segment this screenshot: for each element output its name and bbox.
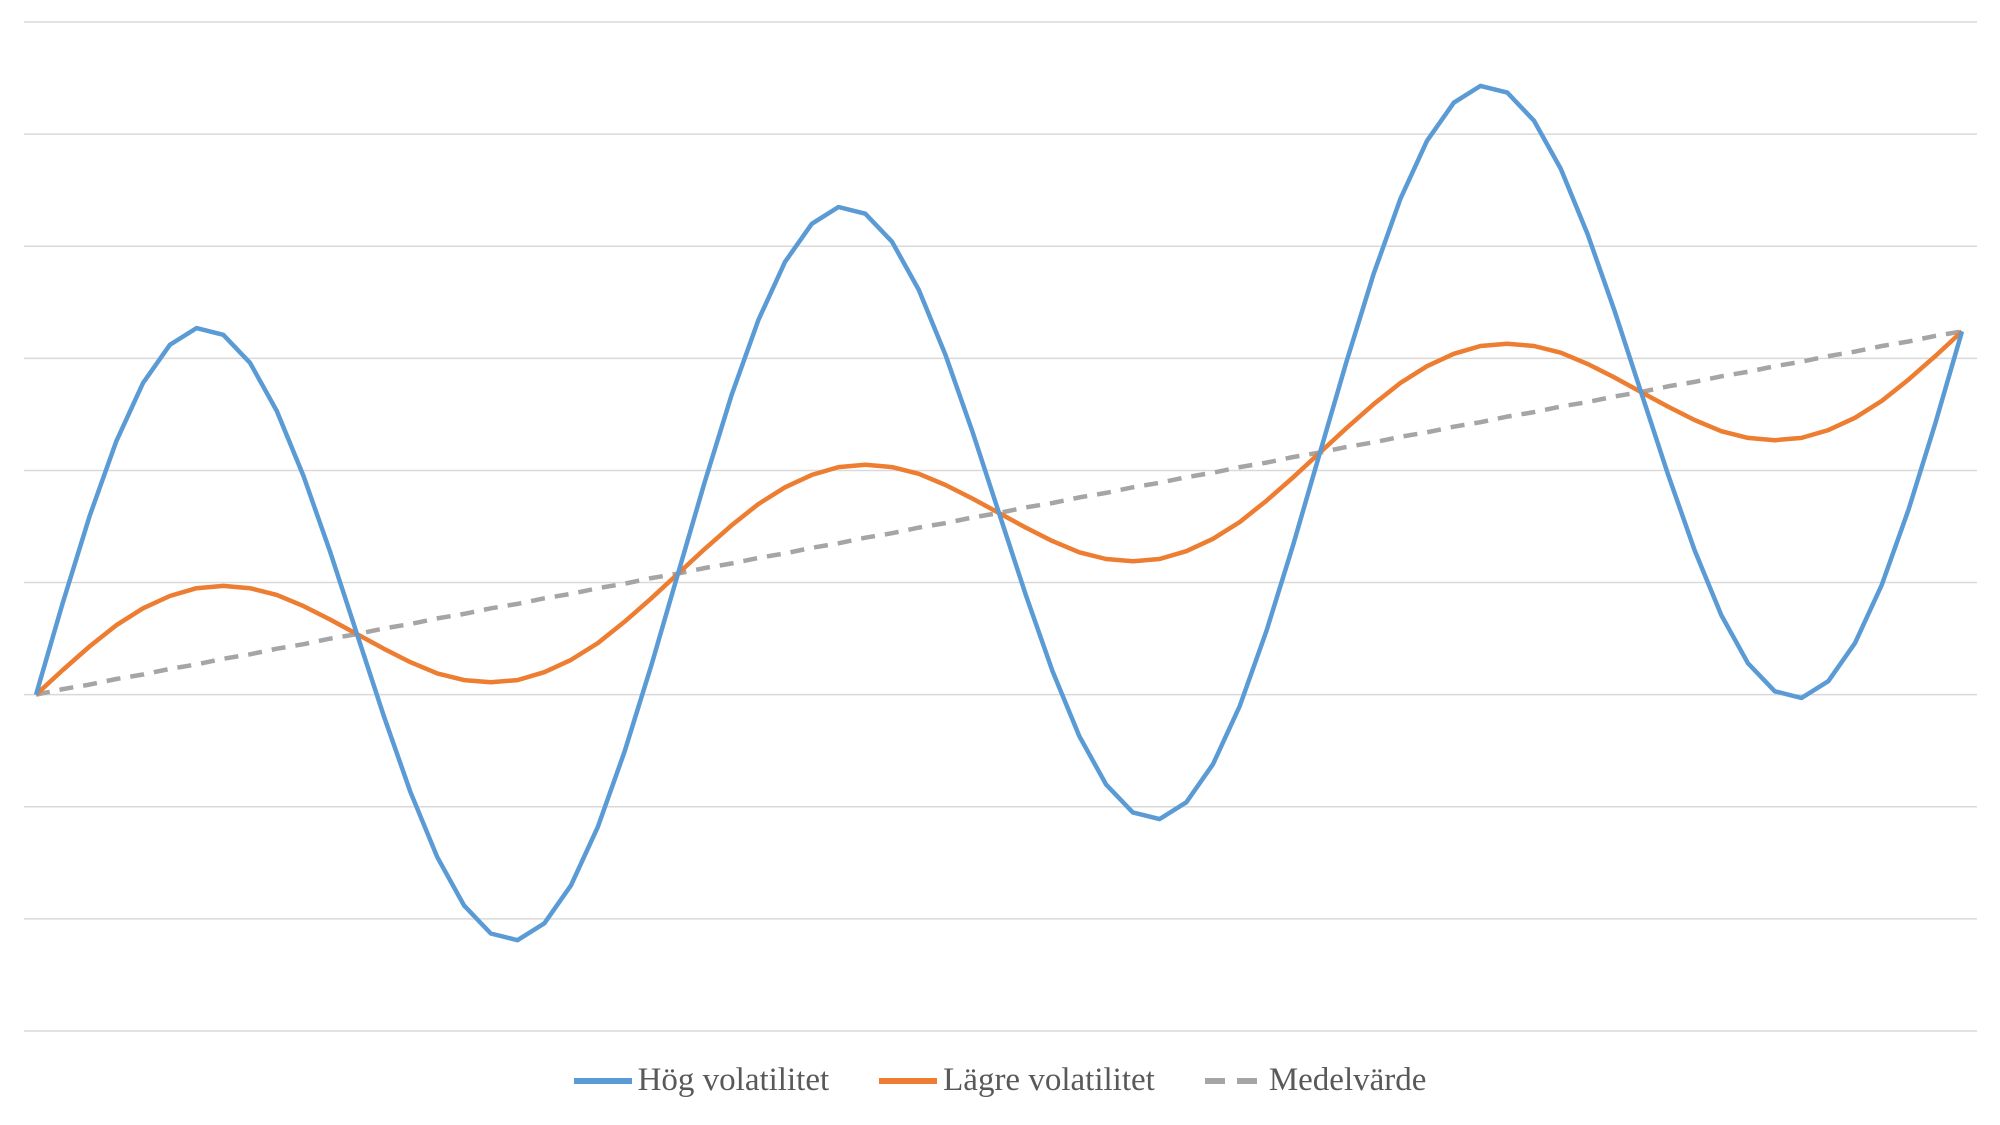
legend-label: Hög volatilitet [637,1062,830,1098]
legend: Hög volatilitet Lägre volatilitet Medelv… [0,1062,2000,1099]
legend-label: Medelvärde [1268,1062,1427,1098]
series-line-high-volatility [33,83,1965,943]
gridlines [24,21,1977,1032]
legend-swatch-grey-dashed [1204,1077,1263,1084]
line-chart [24,21,1977,1032]
legend-item-average: Medelvärde [1204,1062,1427,1099]
legend-swatch-blue [573,1077,632,1084]
legend-swatch-orange [879,1077,938,1084]
series-lines [33,83,1965,943]
legend-item-high-volatility: Hög volatilitet [573,1062,830,1099]
legend-label: Lägre volatilitet [943,1062,1155,1098]
legend-item-lower-volatility: Lägre volatilitet [879,1062,1155,1099]
